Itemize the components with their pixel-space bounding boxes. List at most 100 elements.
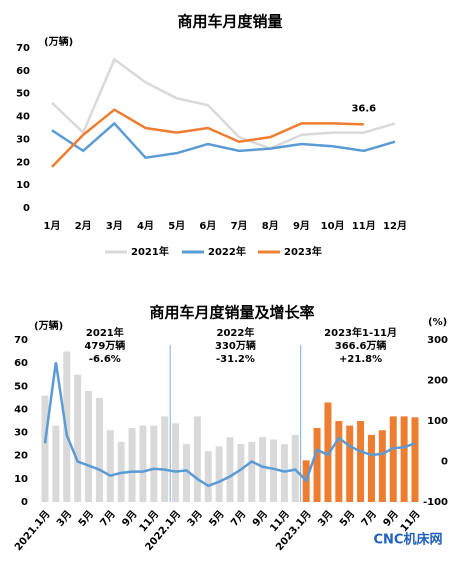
- x-tick-label: 7月: [359, 508, 379, 529]
- bar: [400, 416, 408, 502]
- x-tick-label: 9月: [293, 220, 310, 232]
- y-tick-label: 50: [14, 381, 28, 392]
- x-tick-label: 1月: [44, 220, 61, 232]
- x-tick-label: 6月: [199, 220, 216, 232]
- y-tick-label: 60: [16, 66, 30, 77]
- x-tick-label: 3月: [106, 220, 123, 232]
- y-tick-label: 30: [14, 428, 28, 439]
- legend-label: 2023年: [284, 245, 322, 258]
- bar: [41, 395, 49, 502]
- x-tick-label: 2月: [75, 220, 92, 232]
- bar: [85, 390, 93, 502]
- bar: [204, 451, 212, 502]
- legend-label: 2022年: [208, 245, 246, 258]
- y-tick-label: 70: [14, 335, 28, 346]
- bar: [280, 444, 288, 502]
- x-tick-label: 3月: [315, 508, 335, 529]
- x-tick-label: 10月: [321, 220, 345, 232]
- y2-tick-label: 300: [427, 335, 448, 346]
- x-tick-label: 11月: [352, 220, 376, 232]
- y-tick-label: 20: [14, 451, 28, 462]
- annotation: 479万辆: [84, 339, 125, 352]
- x-tick-label: 5月: [168, 220, 185, 232]
- x-tick-label: 9月: [381, 508, 401, 529]
- bar: [106, 430, 114, 502]
- bar: [182, 444, 190, 502]
- bar: [74, 374, 82, 502]
- chart-title: 商用车月度销量: [177, 13, 282, 31]
- bar: [411, 417, 419, 502]
- bar: [378, 430, 386, 502]
- bar: [270, 439, 278, 502]
- y-tick-label: 70: [16, 43, 30, 54]
- bar: [161, 416, 169, 502]
- chart-title: 商用车月度销量及增长率: [149, 304, 314, 322]
- bar: [367, 434, 375, 502]
- bar: [357, 421, 365, 502]
- bar: [150, 425, 158, 502]
- x-tick-label: 7月: [98, 508, 118, 529]
- y-tick-label: 60: [14, 358, 28, 369]
- annotation: -6.6%: [89, 354, 121, 365]
- bar: [237, 444, 245, 502]
- x-tick-label: 8月: [262, 220, 279, 232]
- series-line: [43, 362, 416, 488]
- legend-label: 2021年: [131, 245, 169, 258]
- y2-tick-label: 100: [427, 416, 448, 427]
- bar: [215, 446, 223, 502]
- y-tick-label: 50: [16, 89, 30, 100]
- x-tick-label: 12月: [383, 220, 407, 232]
- bar: [193, 416, 201, 502]
- x-tick-label: 9月: [250, 508, 270, 529]
- y-tick-label: 10: [14, 474, 28, 485]
- annotation: -31.2%: [216, 354, 255, 365]
- y-tick-label: 20: [16, 157, 30, 168]
- y-tick-label: 40: [16, 112, 30, 123]
- bar: [346, 425, 354, 502]
- y-tick-label: 0: [21, 497, 28, 508]
- y-tick-label: 10: [16, 180, 30, 191]
- y-tick-label: 40: [14, 404, 28, 415]
- annotation: +21.8%: [339, 354, 382, 365]
- annotation: 2022年: [217, 326, 255, 339]
- annotation: 2021年: [86, 326, 124, 339]
- x-tick-label: 5月: [207, 508, 227, 529]
- y2-tick-label: -100: [423, 497, 448, 508]
- x-tick-label: 9月: [120, 508, 140, 529]
- bar: [259, 437, 267, 502]
- y2-tick-label: 200: [427, 376, 448, 387]
- y-axis-label: (万辆): [34, 319, 63, 332]
- bar: [313, 427, 321, 502]
- y-axis-label: (万辆): [44, 35, 73, 48]
- y-tick-label: 30: [16, 134, 30, 145]
- series-line: [51, 108, 364, 168]
- y2-axis-label: (%): [428, 317, 447, 328]
- footer-brand: CNC机床网: [374, 532, 443, 548]
- x-tick-label: 7月: [228, 508, 248, 529]
- bar: [324, 402, 332, 502]
- x-tick-label: 3月: [185, 508, 205, 529]
- annotation: 2023年1-11月: [324, 326, 397, 339]
- annotation: 366.6万辆: [335, 339, 387, 352]
- y2-tick-label: 0: [441, 457, 448, 468]
- x-tick-label: 2021.1月: [12, 508, 52, 553]
- y-tick-label: 0: [23, 203, 30, 214]
- x-tick-label: 7月: [231, 220, 248, 232]
- bar: [128, 427, 136, 502]
- annotation: 36.6: [351, 103, 376, 114]
- bar: [226, 437, 234, 502]
- x-tick-label: 5月: [76, 508, 96, 529]
- series-line: [51, 57, 396, 150]
- bar: [52, 425, 60, 502]
- bar: [95, 397, 103, 502]
- x-tick-label: 5月: [337, 508, 357, 529]
- x-tick-label: 11月: [398, 508, 423, 534]
- bar: [389, 416, 397, 502]
- bar: [248, 441, 256, 502]
- x-tick-label: 3月: [54, 508, 74, 529]
- x-tick-label: 4月: [137, 220, 154, 232]
- annotation: 330万辆: [215, 339, 256, 352]
- series-line: [51, 121, 396, 160]
- bar: [139, 425, 147, 502]
